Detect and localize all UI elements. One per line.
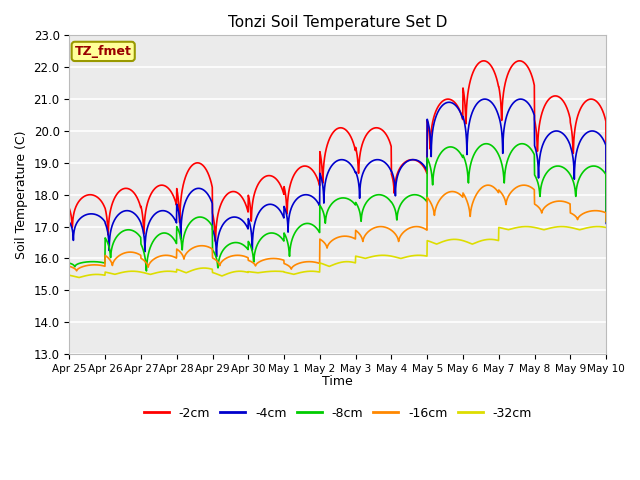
Legend: -2cm, -4cm, -8cm, -16cm, -32cm: -2cm, -4cm, -8cm, -16cm, -32cm [139, 402, 537, 425]
X-axis label: Time: Time [323, 375, 353, 388]
Title: Tonzi Soil Temperature Set D: Tonzi Soil Temperature Set D [228, 15, 447, 30]
Text: TZ_fmet: TZ_fmet [75, 45, 132, 58]
Y-axis label: Soil Temperature (C): Soil Temperature (C) [15, 131, 28, 259]
